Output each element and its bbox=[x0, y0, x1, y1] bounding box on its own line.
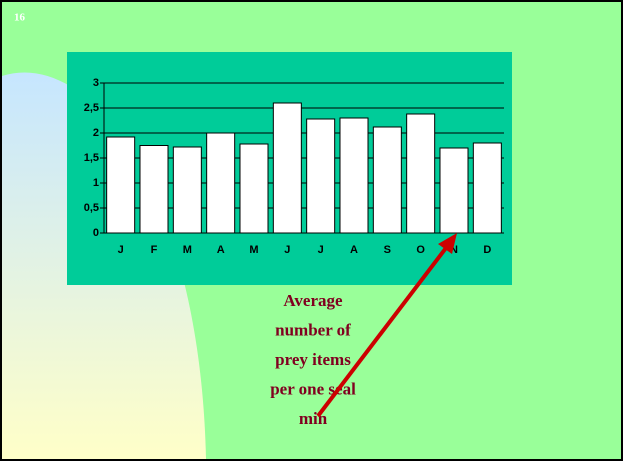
bar bbox=[139, 145, 169, 234]
bar bbox=[206, 132, 236, 234]
bar bbox=[406, 113, 436, 234]
bar bbox=[439, 147, 469, 234]
annotation-line: prey items bbox=[275, 350, 351, 369]
y-tick-label: 0,5 bbox=[84, 202, 99, 214]
y-tick-label: 1,5 bbox=[84, 152, 99, 164]
bar bbox=[272, 102, 302, 234]
x-tick-label: S bbox=[384, 244, 391, 256]
x-tick-label: J bbox=[284, 244, 290, 256]
bar bbox=[472, 142, 502, 234]
x-tick-label: M bbox=[249, 244, 258, 256]
bar bbox=[172, 146, 202, 234]
x-tick-label: J bbox=[118, 244, 124, 256]
x-tick-label: N bbox=[450, 244, 458, 256]
y-tick-label: 2,5 bbox=[84, 102, 99, 114]
x-tick-label: J bbox=[318, 244, 324, 256]
x-tick-label: O bbox=[416, 244, 425, 256]
bar bbox=[339, 117, 369, 234]
bar bbox=[372, 126, 402, 234]
x-tick-label: A bbox=[350, 244, 358, 256]
annotation-line: Average bbox=[283, 291, 343, 310]
bar bbox=[239, 143, 269, 234]
y-tick-label: 2 bbox=[93, 127, 99, 139]
x-tick-label: M bbox=[183, 244, 192, 256]
x-tick-label: A bbox=[217, 244, 225, 256]
y-tick-label: 0 bbox=[93, 227, 99, 239]
x-tick-label: F bbox=[151, 244, 158, 256]
y-tick-label: 1 bbox=[93, 177, 99, 189]
arrow-head bbox=[438, 233, 457, 254]
arrow-shaft bbox=[316, 242, 451, 418]
slide-number: 16 bbox=[14, 12, 26, 24]
x-tick-label: D bbox=[483, 244, 491, 256]
bar bbox=[106, 136, 136, 234]
y-tick-label: 3 bbox=[93, 77, 99, 89]
bar bbox=[306, 118, 336, 234]
annotation-line: number of bbox=[275, 320, 351, 339]
